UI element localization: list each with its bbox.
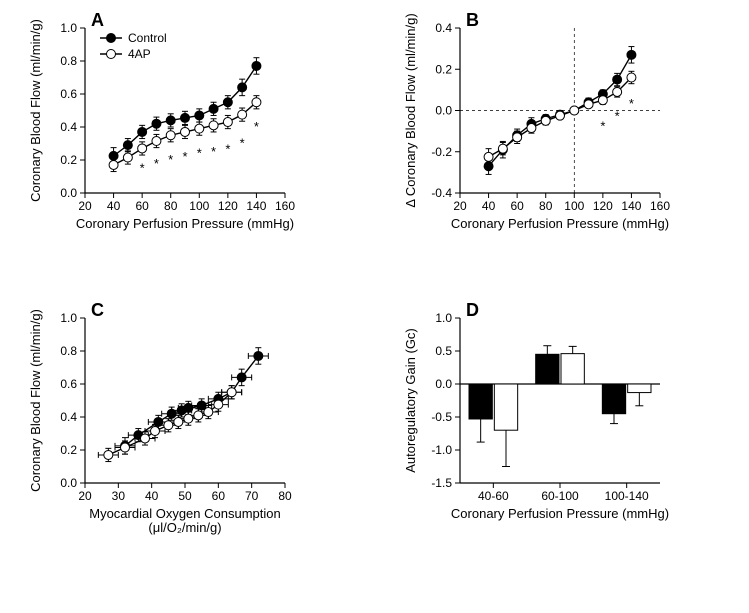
svg-text:140: 140 (246, 199, 266, 213)
svg-text:80: 80 (164, 199, 178, 213)
svg-text:0.0: 0.0 (60, 186, 77, 200)
svg-text:0.6: 0.6 (60, 377, 77, 391)
svg-text:40-60: 40-60 (478, 489, 509, 503)
svg-text:Autoregulatory Gain (Gc): Autoregulatory Gain (Gc) (403, 328, 418, 473)
svg-text:140: 140 (621, 199, 641, 213)
svg-text:20: 20 (453, 199, 467, 213)
svg-text:100-140: 100-140 (605, 489, 649, 503)
svg-text:40: 40 (145, 489, 159, 503)
svg-text:80: 80 (278, 489, 292, 503)
svg-text:0.5: 0.5 (435, 344, 452, 358)
panel-label-b: B (466, 10, 479, 31)
svg-text:40: 40 (482, 199, 496, 213)
svg-text:0.0: 0.0 (60, 476, 77, 490)
svg-text:20: 20 (78, 199, 92, 213)
svg-text:*: * (254, 119, 259, 134)
svg-text:Coronary Blood Flow (ml/min/g): Coronary Blood Flow (ml/min/g) (28, 309, 43, 492)
panel-a: A 20 40 60 80 100 120 140 160 0.0 0.2 0.4 0.6 0.8 1.0 C… (20, 10, 340, 300)
svg-text:*: * (197, 146, 202, 161)
svg-text:0.2: 0.2 (60, 443, 77, 457)
svg-text:50: 50 (178, 489, 192, 503)
panel-label-c: C (91, 300, 104, 321)
svg-text:*: * (629, 96, 634, 111)
svg-text:0.2: 0.2 (435, 62, 452, 76)
svg-text:60: 60 (212, 489, 226, 503)
svg-text:160: 160 (650, 199, 670, 213)
svg-text:Coronary Blood Flow (ml/min/g): Coronary Blood Flow (ml/min/g) (28, 19, 43, 202)
chart-b: 20 40 60 80 100 120 140 160 -0.4 -0.2 0.0 0.2 0.4 Cor… (395, 10, 715, 280)
svg-text:60: 60 (510, 199, 524, 213)
svg-text:120: 120 (218, 199, 238, 213)
svg-text:Control: Control (128, 31, 167, 45)
svg-text:80: 80 (539, 199, 553, 213)
svg-text:0.8: 0.8 (60, 344, 77, 358)
svg-text:70: 70 (245, 489, 259, 503)
svg-text:100: 100 (189, 199, 209, 213)
svg-text:*: * (211, 144, 216, 159)
svg-text:*: * (600, 119, 605, 134)
svg-text:*: * (140, 160, 145, 175)
svg-text:0.8: 0.8 (60, 54, 77, 68)
svg-text:Coronary Perfusion Pressure (m: Coronary Perfusion Pressure (mmHg) (451, 506, 669, 521)
svg-text:-0.2: -0.2 (431, 145, 452, 159)
svg-text:60-100: 60-100 (541, 489, 579, 503)
svg-text:40: 40 (107, 199, 121, 213)
svg-text:1.0: 1.0 (60, 311, 77, 325)
panel-label-a: A (91, 10, 104, 31)
chart-a: 20 40 60 80 100 120 140 160 0.0 0.2 0.4 0.6 0.8 1.0 Co… (20, 10, 340, 280)
svg-text:0.6: 0.6 (60, 87, 77, 101)
panel-label-d: D (466, 300, 479, 321)
svg-text:120: 120 (593, 199, 613, 213)
svg-text:*: * (154, 156, 159, 171)
svg-text:0.2: 0.2 (60, 153, 77, 167)
svg-text:20: 20 (78, 489, 92, 503)
svg-text:-0.5: -0.5 (431, 410, 452, 424)
svg-text:0.4: 0.4 (435, 21, 452, 35)
svg-text:1.0: 1.0 (60, 21, 77, 35)
svg-text:(μl/O₂/min/g): (μl/O₂/min/g) (148, 520, 221, 535)
svg-text:1.0: 1.0 (435, 311, 452, 325)
svg-text:4AP: 4AP (128, 47, 151, 61)
svg-text:160: 160 (275, 199, 295, 213)
chart-d: -1.5 -1.0 -0.5 0.0 0.5 1.0 40-60 60-100 100-140 C… (395, 300, 715, 590)
svg-text:60: 60 (135, 199, 149, 213)
svg-text:Coronary Perfusion Pressure (m: Coronary Perfusion Pressure (mmHg) (451, 216, 669, 231)
svg-text:-0.4: -0.4 (431, 186, 452, 200)
chart-c: 20 30 40 50 60 70 80 0.0 0.2 0.4 0.6 0.8 1.0 Myocardi… (20, 300, 340, 590)
svg-text:0.4: 0.4 (60, 120, 77, 134)
svg-text:*: * (182, 149, 187, 164)
panel-b: B 20 40 60 80 100 120 140 160 -0.4 -0.2 0.0 0.2 0.4 Co… (395, 10, 715, 300)
svg-text:100: 100 (564, 199, 584, 213)
svg-text:*: * (225, 141, 230, 156)
svg-text:0.0: 0.0 (435, 104, 452, 118)
svg-text:Coronary Perfusion Pressure (m: Coronary Perfusion Pressure (mmHg) (76, 216, 294, 231)
svg-text:0.0: 0.0 (435, 377, 452, 391)
svg-text:-1.0: -1.0 (431, 443, 452, 457)
panel-c: C 20 30 40 50 60 70 80 0.0 0.2 0.4 0.6 0.8 1.0 Myocard… (20, 300, 340, 590)
svg-text:Δ Coronary Blood Flow (ml/min/: Δ Coronary Blood Flow (ml/min/g) (403, 13, 418, 207)
svg-text:30: 30 (112, 489, 126, 503)
svg-text:Myocardial Oxygen Consumption: Myocardial Oxygen Consumption (89, 506, 280, 521)
panel-d: D -1.5 -1.0 -0.5 0.0 0.5 1.0 40-60 60-100 100-140… (395, 300, 715, 590)
svg-text:*: * (240, 136, 245, 151)
svg-text:0.4: 0.4 (60, 410, 77, 424)
svg-text:*: * (615, 108, 620, 123)
svg-text:-1.5: -1.5 (431, 476, 452, 490)
svg-text:*: * (168, 152, 173, 167)
